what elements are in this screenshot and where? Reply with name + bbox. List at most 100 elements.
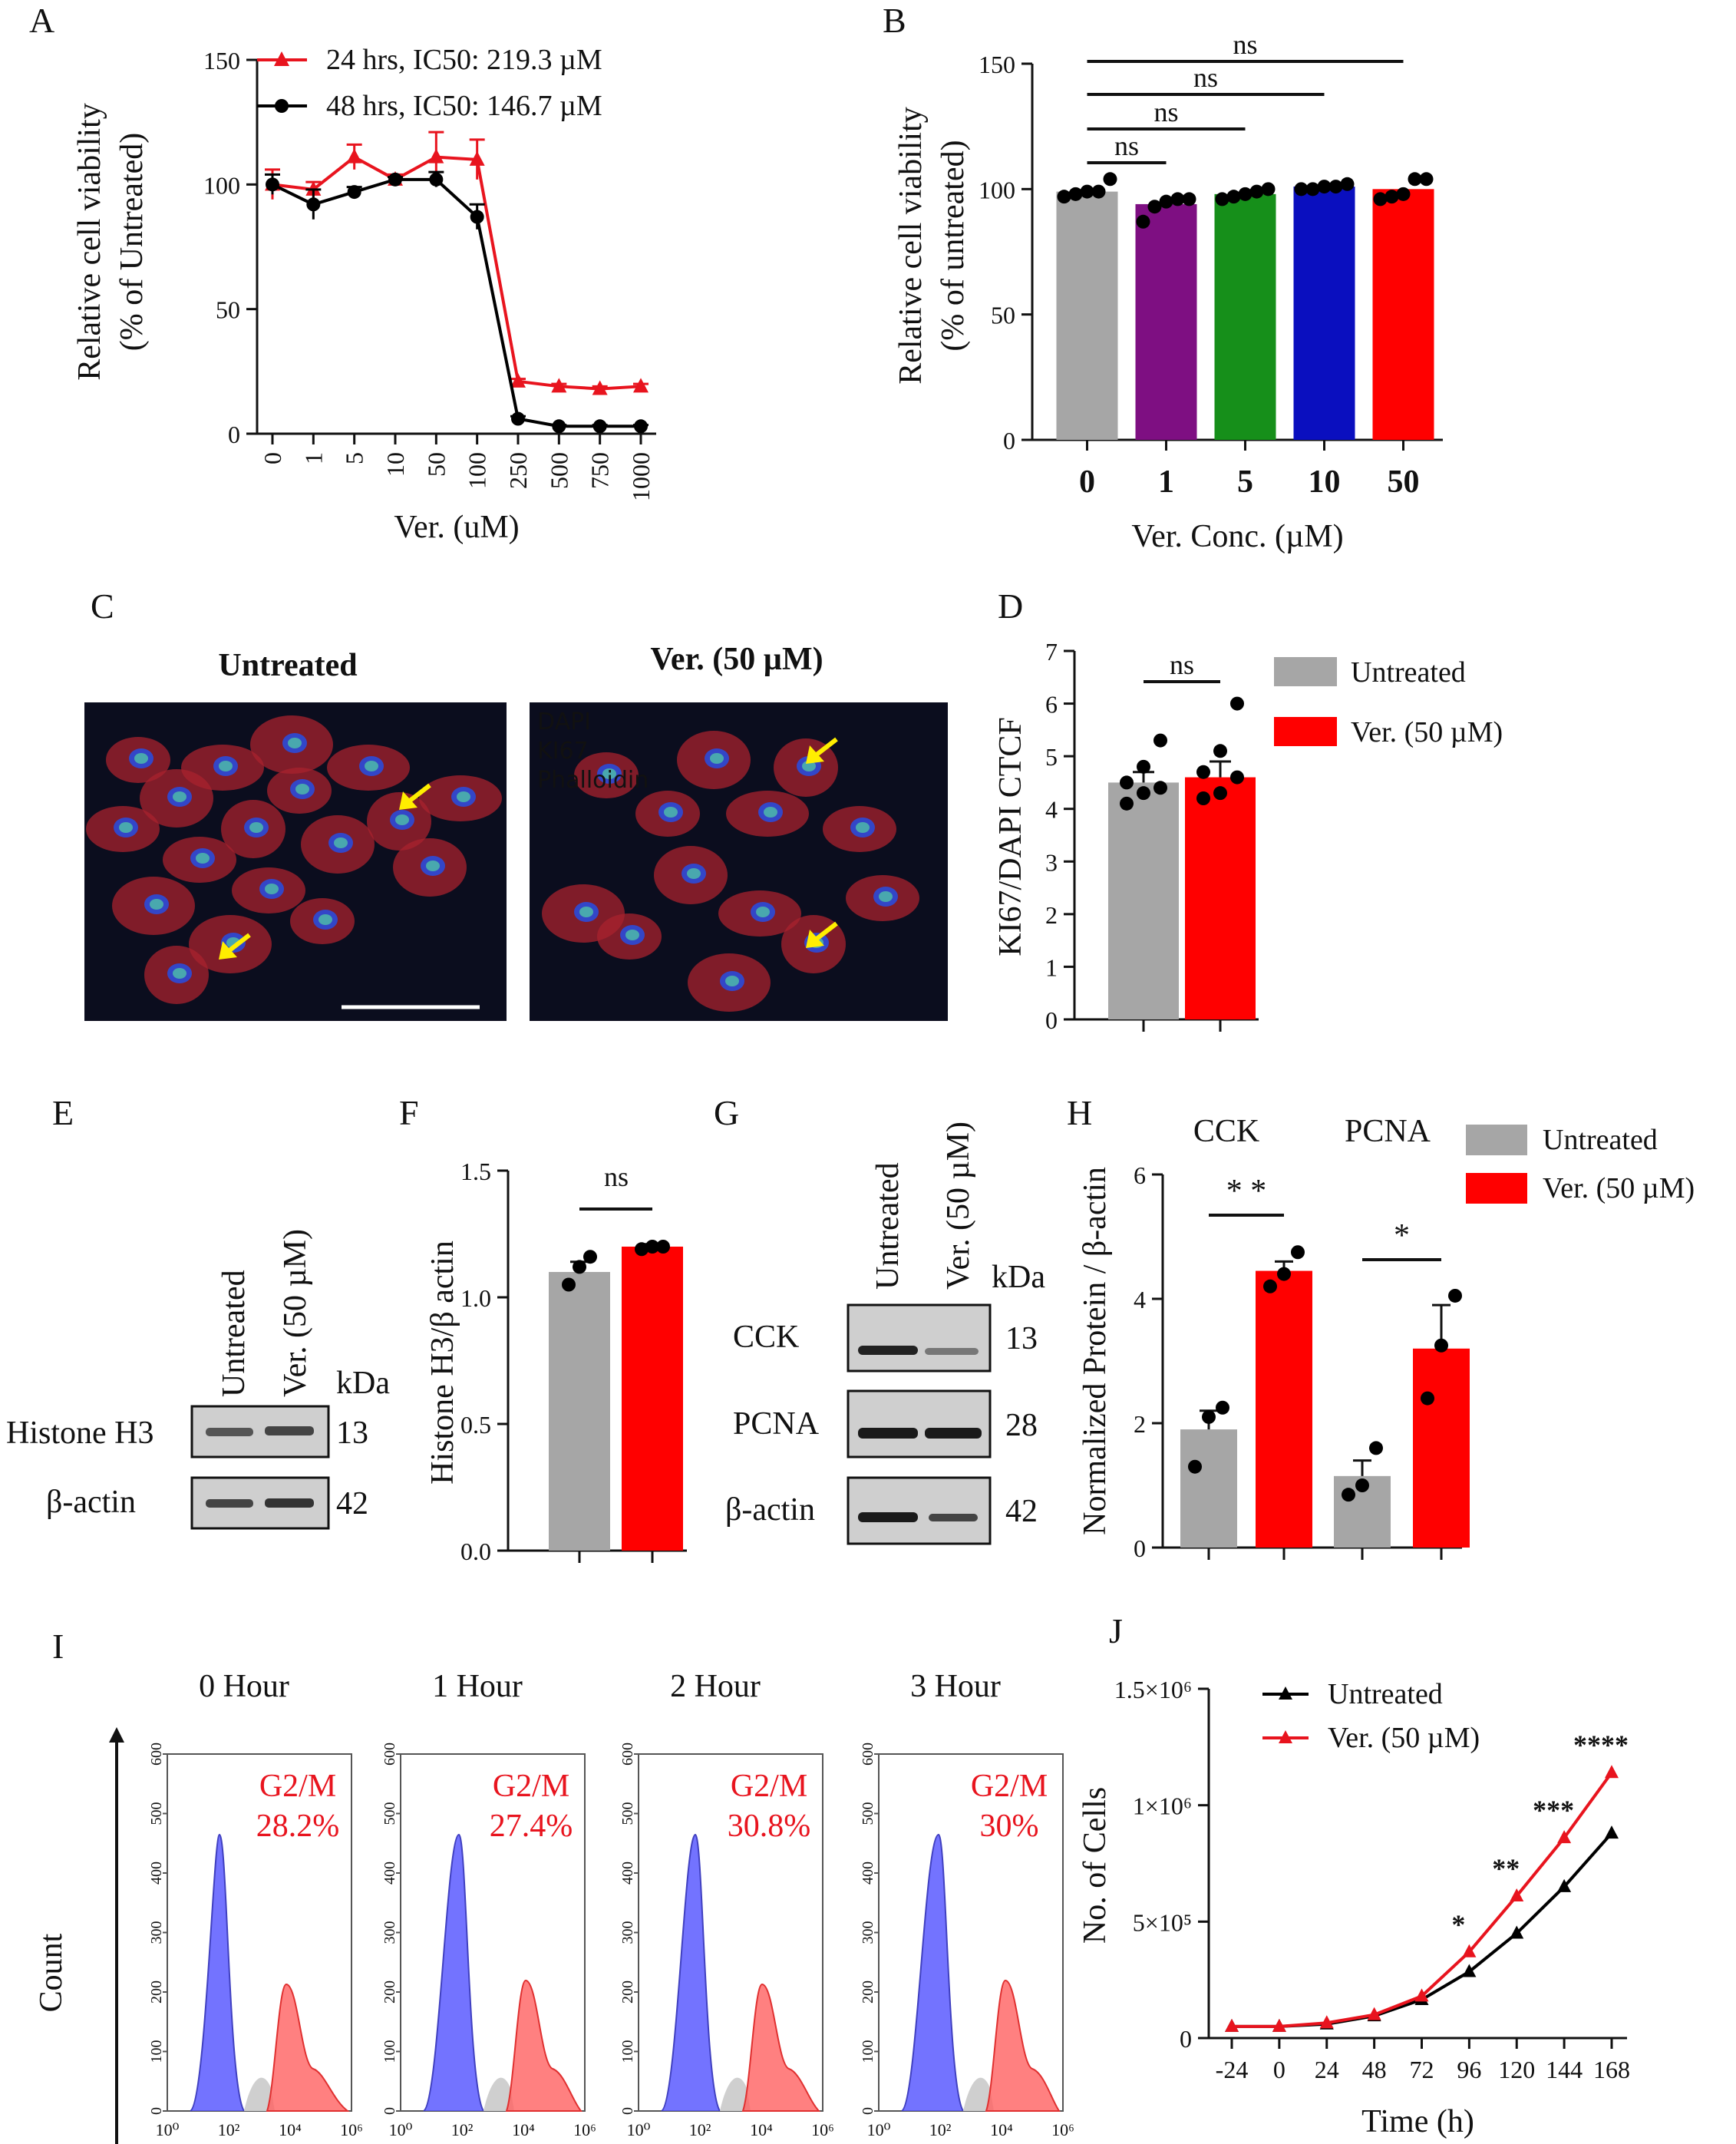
y-tick-label: 500: [619, 1802, 636, 1825]
bar: [1413, 1348, 1470, 1548]
y-tick-label: 2: [1134, 1410, 1146, 1438]
y-tick-label: 150: [203, 47, 240, 74]
y-tick-label: 1×10⁶: [1133, 1792, 1192, 1820]
x-tick-label: 10⁴: [512, 2120, 535, 2139]
y-tick-label: 0: [1045, 1006, 1058, 1034]
data-point: [1414, 1988, 1429, 2002]
data-point: [1355, 1478, 1369, 1492]
data-point: [1605, 1825, 1619, 1839]
y-axis-label: Histone H3/β actin: [425, 1240, 460, 1485]
s-phase-region: [963, 2077, 994, 2111]
ki67-signal: [802, 761, 816, 771]
treated-image-title: Ver. (50 µM): [650, 642, 823, 677]
ki67-signal: [318, 914, 332, 925]
panel-j-growth-curve: 0 5×10⁵ 1×10⁶ 1.5×10⁶ -24 0 24 48 72 96 120 144 168 T…: [1078, 1676, 1630, 2139]
histogram-title: 0 Hour: [199, 1669, 289, 1704]
y-tick-label: 2: [1045, 901, 1058, 929]
ki67-signal: [334, 837, 348, 848]
gate-value: 28.2%: [256, 1809, 340, 1844]
y-axis-label-unit: (% of Untreated): [114, 133, 150, 352]
blot-e-label-histone: Histone H3: [6, 1416, 154, 1451]
comparison-label: ns: [1233, 29, 1257, 60]
x-tick-label: 100: [464, 452, 491, 489]
panel-label-f: F: [399, 1093, 419, 1132]
x-tick-label: 10⁶: [811, 2120, 834, 2139]
y-tick-label: 0: [860, 2107, 876, 2115]
gate-label: G2/M: [731, 1769, 807, 1804]
panel-b-bar-chart: 0 50 100 150 0 1 5 10 50 Ver. Conc. (µM) Relative …: [893, 29, 1443, 554]
x-tick-label: 1000: [627, 452, 655, 501]
x-tick-label: 10⁴: [279, 2120, 302, 2139]
x-tick-label: 1: [299, 452, 327, 464]
data-point: [634, 419, 648, 434]
gate-value: 30.8%: [728, 1809, 811, 1844]
y-tick-label: 400: [860, 1862, 876, 1885]
blot-band: [265, 1498, 314, 1508]
data-point: [469, 150, 485, 166]
data-point: [1225, 2018, 1239, 2032]
blot-g-pcna-strip: [847, 1389, 992, 1459]
y-tick-label: 500: [381, 1802, 398, 1825]
y-tick-label: 0: [148, 2107, 165, 2115]
x-tick-label: 250: [504, 452, 532, 489]
data-point: [633, 378, 649, 393]
y-tick-label: 5: [1045, 743, 1058, 771]
ki67-signal: [196, 853, 210, 864]
legend-marker: [275, 99, 289, 113]
data-point: [1215, 192, 1229, 206]
panel-a-line-chart: 0 50 100 150 0 1 5 10 50 100 250 500 750 1000 Ver. (uM…: [72, 44, 656, 545]
ki67-signal: [265, 884, 279, 894]
data-point: [1068, 187, 1083, 201]
y-tick-label: 0: [381, 2107, 398, 2115]
legend-swatch: [1466, 1173, 1527, 1204]
histogram-title: 1 Hour: [432, 1669, 523, 1704]
g2m-peak: [741, 1983, 821, 2112]
y-tick-label: 400: [381, 1862, 398, 1885]
y-tick-label: 400: [619, 1862, 636, 1885]
blot-band: [929, 1514, 978, 1521]
y-tick-label: 400: [148, 1862, 165, 1885]
gate-value: 27.4%: [490, 1809, 573, 1844]
data-point: [1342, 1488, 1355, 1502]
panel-label-g: G: [714, 1093, 739, 1132]
gate-label: G2/M: [259, 1769, 336, 1804]
y-tick-label: 0: [1003, 427, 1015, 454]
panel-i-flow-histograms: CountPI- PE-A0 Hour010020030040050060010…: [34, 1669, 1074, 2144]
yellow-arrow-head: [219, 941, 237, 960]
y-tick-label: 5×10⁵: [1133, 1908, 1192, 1936]
g2m-peak: [505, 1979, 583, 2112]
histogram-title: 3 Hour: [910, 1669, 1001, 1704]
x-tick-label: 750: [586, 452, 614, 489]
data-point: [1213, 786, 1227, 801]
y-tick-label: 0.5: [460, 1411, 491, 1439]
significance-label: *: [1451, 1909, 1465, 1940]
significance-label: * *: [1226, 1174, 1267, 1209]
data-point: [1137, 759, 1150, 774]
y-tick-label: 300: [381, 1921, 398, 1944]
data-point: [1216, 1400, 1229, 1415]
y-tick-label: 100: [979, 176, 1015, 203]
y-tick-label: 1.5×10⁶: [1114, 1676, 1192, 1703]
bar: [1256, 1270, 1312, 1548]
data-point: [266, 177, 279, 192]
data-point: [1238, 187, 1252, 201]
data-point: [346, 148, 362, 164]
data-point: [592, 380, 608, 395]
blot-e-lane-treated: Ver. (50 µM): [278, 1229, 313, 1397]
series-line: [272, 177, 641, 428]
x-tick-label: 500: [545, 452, 573, 489]
y-axis-label: Count: [34, 1933, 69, 2012]
stain-label-ki67: KI67: [537, 738, 589, 765]
ki67-signal: [710, 753, 724, 764]
significance-label: **: [1492, 1853, 1520, 1884]
data-point: [1263, 1279, 1277, 1293]
y-tick-label: 500: [148, 1802, 165, 1825]
blot-g-kda-actin: 42: [1005, 1494, 1038, 1529]
data-point: [1291, 1245, 1305, 1260]
legend-swatch: [1274, 657, 1337, 686]
x-tick-label: 0: [1273, 2056, 1285, 2083]
untreated-cells: [86, 715, 502, 1004]
data-point: [1136, 214, 1150, 229]
x-tick-label: 5: [341, 452, 368, 464]
bar: [1185, 777, 1256, 1019]
